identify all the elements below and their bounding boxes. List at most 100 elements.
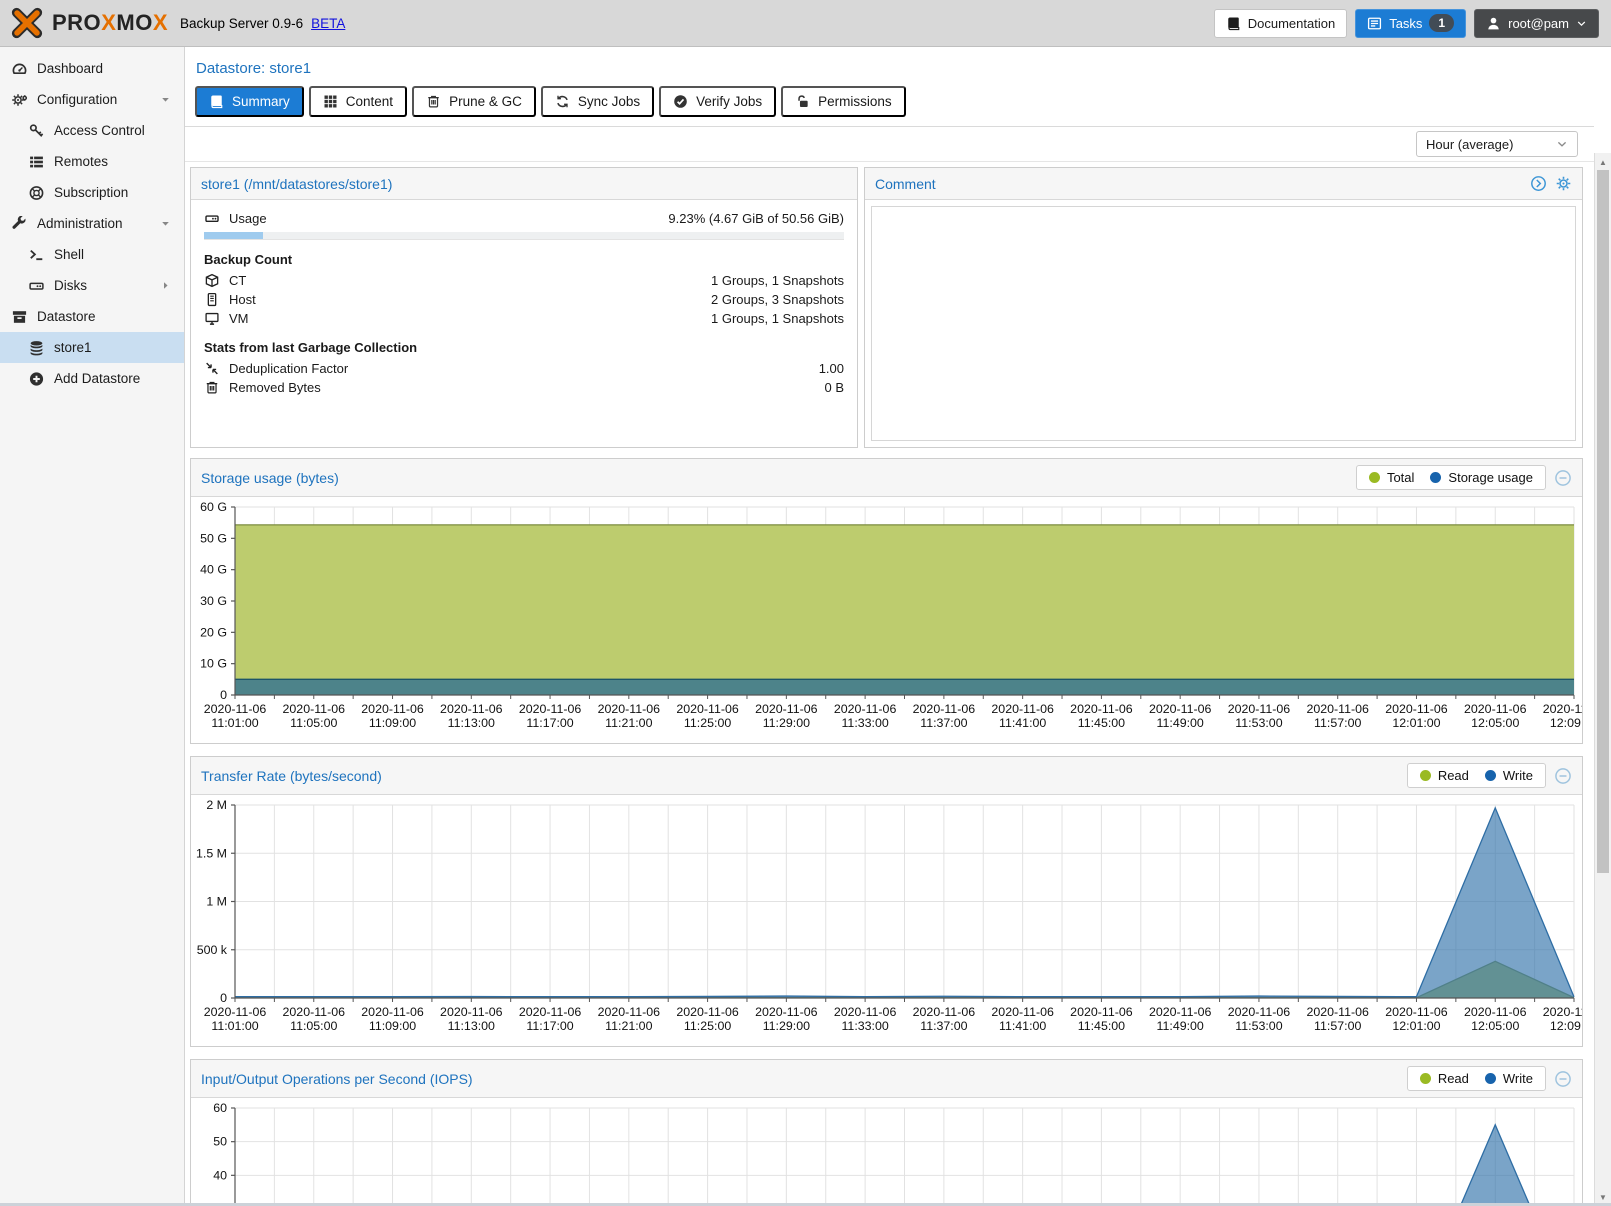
tab-prune-gc[interactable]: Prune & GC [412,86,536,117]
timeframe-value: Hour (average) [1426,136,1514,152]
legend-item-storage-usage[interactable]: Storage usage [1430,470,1533,485]
timeframe-select[interactable]: Hour (average) [1416,131,1578,157]
minus-circle-icon[interactable] [1554,767,1572,785]
tab-sync-jobs[interactable]: Sync Jobs [540,86,655,117]
stat-value: 2 Groups, 3 Snapshots [711,292,844,307]
sidebar-item-administration[interactable]: Administration [0,208,184,239]
vertical-scrollbar[interactable]: ▲ ▼ [1594,153,1611,1206]
chart-title: Transfer Rate (bytes/second) [201,767,382,784]
scrollbar-thumb[interactable] [1597,170,1609,873]
sidebar-item-label: Configuration [37,92,118,107]
user-menu-button[interactable]: root@pam [1474,8,1599,38]
svg-text:11:57:00: 11:57:00 [1314,716,1361,730]
svg-text:11:33:00: 11:33:00 [841,1019,888,1033]
beta-link[interactable]: BETA [311,15,346,31]
tab-permissions[interactable]: Permissions [781,86,906,117]
book-icon [209,94,224,109]
svg-text:11:53:00: 11:53:00 [1235,716,1282,730]
unlock-icon [795,94,810,109]
scroll-up-arrow[interactable]: ▲ [1599,157,1607,167]
svg-text:2020-11-06: 2020-11-06 [1385,1005,1448,1019]
legend-item-read[interactable]: Read [1419,1071,1469,1086]
svg-text:11:05:00: 11:05:00 [290,716,337,730]
grid-icon [323,94,338,109]
rows-icon [28,154,45,170]
stat-label: Removed Bytes [229,380,321,395]
sidebar-item-label: Remotes [54,154,109,169]
usage-value: 9.23% (4.67 GiB of 50.56 GiB) [668,211,844,226]
legend-dot-icon [1368,472,1380,483]
tab-verify-jobs[interactable]: Verify Jobs [659,86,777,117]
svg-text:11:09:00: 11:09:00 [369,716,416,730]
legend-item-read[interactable]: Read [1419,768,1469,783]
tasks-button[interactable]: Tasks 1 [1355,8,1467,38]
gear-icon[interactable] [1555,175,1572,192]
sidebar-item-disks[interactable]: Disks [0,270,184,301]
stat-label: Deduplication Factor [229,361,349,376]
legend-item-total[interactable]: Total [1368,470,1415,485]
sidebar-item-access-control[interactable]: Access Control [0,115,184,146]
minus-circle-icon[interactable] [1554,1070,1572,1088]
book-icon [1226,16,1241,31]
svg-text:12:09:00: 12:09:00 [1550,1019,1582,1033]
svg-text:500 k: 500 k [197,943,228,957]
svg-text:40: 40 [213,1168,227,1182]
svg-text:2020-11-06: 2020-11-06 [913,1005,976,1019]
sidebar-item-store1[interactable]: store1 [0,332,184,363]
gc-stats-title: Stats from last Garbage Collection [204,340,418,355]
svg-text:40 G: 40 G [200,563,227,577]
legend-label: Total [1386,470,1415,485]
svg-text:2020-11-06: 2020-11-06 [991,1005,1054,1019]
backup-count-rows: CT 1 Groups, 1 Snapshots Host 2 Groups, 3 S… [204,271,844,328]
legend-item-write[interactable]: Write [1484,1071,1533,1086]
sidebar-item-dashboard[interactable]: Dashboard [0,53,184,84]
trash-icon [204,380,220,395]
svg-text:2020-11-06: 2020-11-06 [204,702,267,716]
svg-text:11:49:00: 11:49:00 [1157,716,1204,730]
sidebar-item-configuration[interactable]: Configuration [0,84,184,115]
sidebar-item-label: Dashboard [37,61,104,76]
minus-circle-icon[interactable] [1554,469,1572,487]
chart-body: 0 10 G 20 G 30 G 40 G 50 G 60 G 2020-11-06 11:01… [191,497,1582,743]
gc-stats-rows: Deduplication Factor 1.00 Removed Bytes 0 B [204,359,844,397]
sidebar-item-remotes[interactable]: Remotes [0,146,184,177]
svg-text:50 G: 50 G [200,531,227,545]
trash-icon [426,94,441,109]
documentation-button[interactable]: Documentation [1213,8,1348,38]
svg-text:2020-11-06: 2020-11-06 [1306,702,1369,716]
desktop-icon [204,311,220,326]
hdd-icon [28,278,45,294]
sidebar-item-datastore[interactable]: Datastore [0,301,184,332]
stat-row-removed-bytes: Removed Bytes 0 B [204,378,844,397]
page-title: Datastore: store1 [196,60,312,77]
comment-input[interactable] [871,206,1576,441]
svg-text:2020-11-06: 2020-11-06 [440,702,503,716]
gears-icon [11,92,28,108]
comment-header: Comment [865,168,1582,200]
svg-text:2020-11-06: 2020-11-06 [519,702,582,716]
legend-item-write[interactable]: Write [1484,768,1533,783]
svg-text:11:21:00: 11:21:00 [605,1019,652,1033]
svg-text:2020-11-06: 2020-11-06 [1070,1005,1133,1019]
tab-summary[interactable]: Summary [195,86,304,117]
svg-text:2020-11-06: 2020-11-06 [1385,702,1448,716]
sidebar-item-shell[interactable]: Shell [0,239,184,270]
chevron-down-icon [1556,138,1568,150]
svg-text:2020-11-06: 2020-11-06 [361,702,424,716]
terminal-icon [28,247,45,263]
svg-text:2020-11-06: 2020-11-06 [834,702,897,716]
chart-panel-transfer-rate-bytes-second: Transfer Rate (bytes/second) Read Write 0 50… [190,756,1583,1047]
wrench-icon [11,215,28,232]
svg-text:2020-11-06: 2020-11-06 [755,702,818,716]
sidebar-item-add-datastore[interactable]: Add Datastore [0,363,184,394]
sidebar-item-subscription[interactable]: Subscription [0,177,184,208]
svg-text:1 M: 1 M [206,895,227,909]
main-content: Datastore: store1 Summary Content Prune & … [185,47,1594,1206]
circle-arrow-right-icon[interactable] [1530,175,1547,192]
chart-title: Storage usage (bytes) [201,469,339,486]
svg-text:2 M: 2 M [206,798,227,812]
scroll-down-arrow[interactable]: ▼ [1599,1192,1607,1202]
tab-content[interactable]: Content [308,86,408,117]
stat-label: Host [229,292,256,307]
tab-label: Content [345,94,394,109]
